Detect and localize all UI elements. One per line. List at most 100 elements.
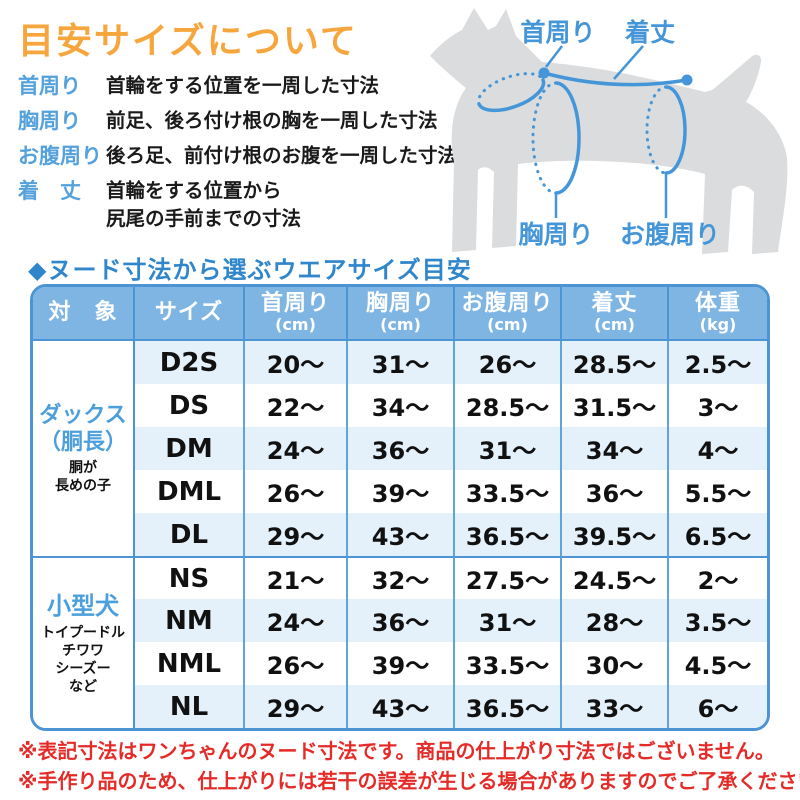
definition-row-length: 着 丈 首輪をする位置から 尻尾の手前までの寸法	[18, 179, 448, 231]
note-line: ※手作り品のため、仕上がりには若干の誤差が生じる場合がありますのでご了承ください…	[18, 769, 800, 793]
definition-desc-line1: 首輪をする位置から	[106, 179, 282, 202]
value-cell: 28.5〜	[455, 384, 562, 427]
neck-label: 首周り	[520, 18, 595, 47]
size-cell: NML	[135, 642, 245, 685]
group-name-line: ダックス	[39, 403, 127, 428]
neck-leader-line	[545, 45, 563, 68]
definition-row-belly: お腹周り 後ろ足、前付け根のお腹を一周した寸法	[18, 144, 457, 168]
value-cell: 43〜	[348, 513, 455, 556]
group-sub-line: 胴が	[69, 460, 97, 476]
group-sub-line: シーズー	[55, 660, 111, 677]
value-cell: 3〜	[669, 384, 767, 427]
definition-desc-line2: 尻尾の手前までの寸法	[106, 207, 302, 230]
header-target: 対 象	[33, 287, 135, 341]
value-cell: 4〜	[669, 427, 767, 470]
chest-measure-ring	[554, 81, 581, 195]
group-sub-line: トイプードル	[41, 624, 125, 641]
dog-silhouette	[430, 8, 788, 254]
value-cell: 39.5〜	[562, 513, 669, 556]
value-cell: 36〜	[348, 427, 455, 470]
value-cell: 26〜	[455, 341, 562, 384]
header-label: サイズ	[154, 300, 224, 326]
size-table-grid: 対 象 サイズ 首周り (cm) 胸周り (cm) お腹周り (cm) 着丈 (…	[33, 287, 767, 728]
definition-term: 首周り	[18, 74, 81, 98]
header-chest: 胸周り (cm)	[348, 287, 455, 341]
header-label: お腹周り	[461, 291, 554, 317]
value-cell: 28〜	[562, 599, 669, 642]
value-cell: 20〜	[245, 341, 348, 384]
header-length: 着丈 (cm)	[562, 287, 669, 341]
value-cell: 34〜	[348, 384, 455, 427]
group-sub-line: 長めの子	[55, 478, 111, 494]
value-cell: 30〜	[562, 642, 669, 685]
size-cell: DML	[135, 470, 245, 513]
chest-label: 胸周り	[518, 220, 593, 249]
definition-desc: 前足、後ろ付け根の胸を一周した寸法	[106, 109, 438, 132]
group-sub-lines: トイプードル チワワ シーズー など	[41, 624, 125, 696]
value-cell: 29〜	[245, 513, 348, 556]
definition-term: 胸周り	[18, 109, 81, 133]
header-unit: (kg)	[699, 315, 737, 335]
value-cell: 24〜	[245, 427, 348, 470]
value-cell: 31〜	[348, 341, 455, 384]
length-leader-line	[613, 45, 644, 80]
value-cell: 22〜	[245, 384, 348, 427]
value-cell: 2〜	[669, 556, 767, 599]
value-cell: 26〜	[245, 642, 348, 685]
size-table: 対 象 サイズ 首周り (cm) 胸周り (cm) お腹周り (cm) 着丈 (…	[30, 284, 770, 731]
length-end-dot	[681, 74, 693, 86]
section-title: ◆ヌード寸法から選ぶウエアサイズ目安	[28, 256, 472, 284]
definition-desc: 後ろ足、前付け根のお腹を一周した寸法	[106, 144, 458, 167]
group-small-dog: 小型犬 トイプードル チワワ シーズー など	[33, 556, 135, 728]
belly-measure-ring-dotted	[645, 85, 668, 175]
value-cell: 31〜	[455, 599, 562, 642]
group-sub-lines: 胴が 長めの子	[55, 459, 111, 495]
group-name-line: 小型犬	[47, 591, 119, 620]
value-cell: 29〜	[245, 685, 348, 728]
value-cell: 2.5〜	[669, 341, 767, 384]
definition-term: お腹周り	[18, 144, 102, 168]
definition-desc: 首輪をする位置を一周した寸法	[106, 74, 380, 97]
value-cell: 36〜	[348, 599, 455, 642]
footer-notes: ※表記寸法はワンちゃんのヌード寸法です。商品の仕上がり寸法ではございません。 ※…	[18, 736, 800, 796]
neck-measure-ring	[477, 78, 546, 113]
length-label: 着丈	[624, 18, 675, 47]
header-belly: お腹周り (cm)	[455, 287, 562, 341]
size-cell: DM	[135, 427, 245, 470]
value-cell: 36.5〜	[455, 685, 562, 728]
value-cell: 39〜	[348, 470, 455, 513]
group-sub-line: など	[69, 678, 97, 695]
value-cell: 6〜	[669, 685, 767, 728]
value-cell: 32〜	[348, 556, 455, 599]
definition-desc: 首輪をする位置から 尻尾の手前までの寸法	[106, 179, 301, 231]
size-cell: NM	[135, 599, 245, 642]
size-cell: NS	[135, 556, 245, 599]
value-cell: 27.5〜	[455, 556, 562, 599]
header-label: 首周り	[260, 291, 330, 317]
value-cell: 21〜	[245, 556, 348, 599]
value-cell: 31.5〜	[562, 384, 669, 427]
header-neck: 首周り (cm)	[245, 287, 348, 341]
value-cell: 33.5〜	[455, 642, 562, 685]
definition-term: 着 丈	[18, 179, 81, 203]
header-unit: (cm)	[594, 315, 635, 335]
value-cell: 39〜	[348, 642, 455, 685]
group-name-line: （胴長）	[38, 430, 127, 455]
definition-row-chest: 胸周り 前足、後ろ付け根の胸を一周した寸法	[18, 109, 448, 133]
value-cell: 34〜	[562, 427, 669, 470]
measurement-definitions: 首周り 首輪をする位置を一周した寸法 胸周り 前足、後ろ付け根の胸を一周した寸法…	[18, 74, 457, 242]
header-size: サイズ	[135, 287, 245, 341]
neck-measure-ring-dotted	[477, 72, 545, 106]
size-cell: DS	[135, 384, 245, 427]
back-length-line	[542, 71, 689, 87]
value-cell: 6.5〜	[669, 513, 767, 556]
belly-measure-ring	[664, 85, 687, 175]
value-cell: 24.5〜	[562, 556, 669, 599]
header-label: 胸周り	[365, 291, 435, 317]
header-unit: (cm)	[487, 315, 528, 335]
header-unit: (cm)	[380, 315, 421, 335]
header-unit: (cm)	[275, 315, 316, 335]
belly-label: お腹周り	[620, 220, 720, 249]
size-cell: NL	[135, 685, 245, 728]
size-cell: D2S	[135, 341, 245, 384]
